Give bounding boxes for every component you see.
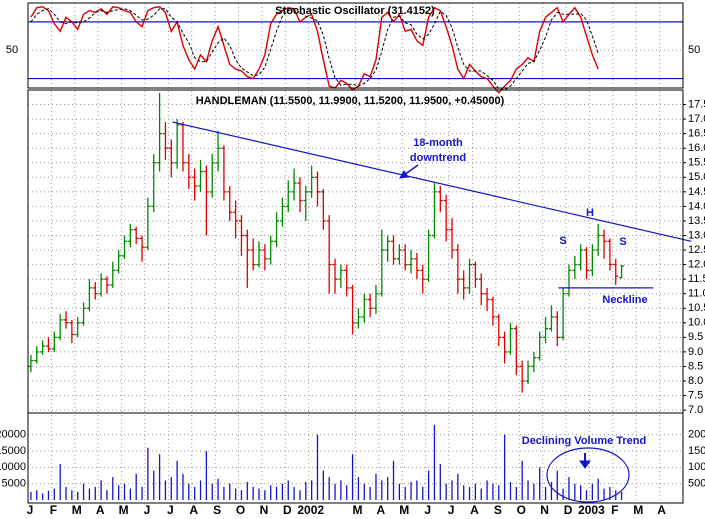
stochastic-line xyxy=(30,6,599,94)
y-tick-label: 13.0 xyxy=(688,229,705,241)
y-tick-label: 9.0 xyxy=(688,346,703,358)
x-tick-label: M xyxy=(119,503,129,517)
x-tick-label: F xyxy=(50,503,57,517)
x-tick-label: F xyxy=(611,503,618,517)
x-tick-label: J xyxy=(448,503,455,517)
y-tick-label: 50 xyxy=(688,44,700,56)
annotation: Declining Volume Trend xyxy=(522,435,646,447)
y-tick-label: 16.5 xyxy=(688,128,705,140)
y-tick-label: 50 xyxy=(6,44,18,56)
x-tick-label: O xyxy=(517,503,526,517)
y-tick-label: 20000 xyxy=(0,429,26,441)
x-tick-label: A xyxy=(189,503,198,517)
x-tick-label: M xyxy=(633,503,643,517)
y-tick-label: 14.0 xyxy=(688,200,705,212)
stochastic-panel xyxy=(27,2,684,89)
x-tick-label: J xyxy=(27,503,34,517)
y-tick-label: 9.5 xyxy=(688,331,703,343)
annotation: Neckline xyxy=(602,294,647,306)
x-tick-label: N xyxy=(260,503,269,517)
arrow xyxy=(399,164,419,179)
x-tick-label: M xyxy=(72,503,82,517)
y-tick-label: 11.0 xyxy=(688,288,705,300)
marks-layer xyxy=(28,6,692,500)
y-tick-label: 10.0 xyxy=(688,317,705,329)
stochastic-line xyxy=(30,8,599,91)
y-tick-label: 17.5 xyxy=(688,98,705,110)
annotation: downtrend xyxy=(410,152,466,164)
y-tick-label: 8.0 xyxy=(688,375,703,387)
y-tick-label: 10.5 xyxy=(688,302,705,314)
y-tick-label: 15.0 xyxy=(688,171,705,183)
x-tick-label: A xyxy=(470,503,479,517)
x-tick-label: M xyxy=(353,503,363,517)
x-tick-label: J xyxy=(167,503,174,517)
y-tick-label: 12.5 xyxy=(688,244,705,256)
x-tick-label: M xyxy=(399,503,409,517)
y-tick-label: 20000 xyxy=(688,429,705,441)
x-tick-label: O xyxy=(236,503,245,517)
chart-title: HANDLEMAN (11.5500, 11.9900, 11.5200, 11… xyxy=(196,95,505,107)
y-tick-label: 10000 xyxy=(0,461,26,473)
y-tick-label: 16.0 xyxy=(688,142,705,154)
annotation: S xyxy=(559,235,566,247)
x-tick-label: D xyxy=(283,503,292,517)
x-tick-label: A xyxy=(657,503,666,517)
y-tick-label: 11.5 xyxy=(688,273,705,285)
y-tick-label: 14.5 xyxy=(688,186,705,198)
x-tick-label: J xyxy=(424,503,431,517)
annotation: 18-month xyxy=(413,137,463,149)
x-tick-label: 2003 xyxy=(578,503,605,517)
arrow xyxy=(579,453,591,469)
y-tick-label: 8.5 xyxy=(688,360,703,372)
y-tick-label: 15.5 xyxy=(688,157,705,169)
x-tick-label: N xyxy=(540,503,549,517)
x-tick-label: S xyxy=(213,503,221,517)
y-tick-label: 10000 xyxy=(688,461,705,473)
volume-panel xyxy=(27,412,684,504)
trendline xyxy=(172,121,692,242)
x-tick-label: A xyxy=(96,503,105,517)
x-tick-label: 2002 xyxy=(297,503,324,517)
x-tick-label: S xyxy=(494,503,502,517)
highlight-ellipse xyxy=(546,447,630,503)
y-tick-label: 7.0 xyxy=(688,404,703,416)
annotation: S xyxy=(619,236,626,248)
x-tick-label: J xyxy=(144,503,151,517)
stochastic-title: Stochastic Oscillator (31.4152) xyxy=(275,5,435,17)
y-tick-label: 7.5 xyxy=(688,389,703,401)
x-tick-label: A xyxy=(377,503,386,517)
y-tick-label: 5000 xyxy=(688,478,705,490)
y-tick-label: 13.5 xyxy=(688,215,705,227)
y-tick-label: 12.0 xyxy=(688,259,705,271)
y-tick-label: 5000 xyxy=(2,478,26,490)
x-tick-label: D xyxy=(564,503,573,517)
annotation: H xyxy=(586,207,594,219)
y-tick-label: 17.0 xyxy=(688,113,705,125)
